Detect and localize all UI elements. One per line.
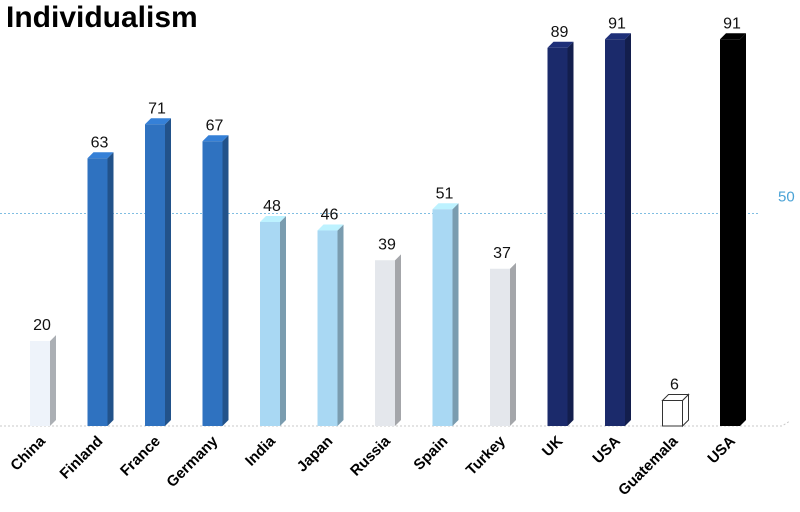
bar-germany-3 — [202, 135, 229, 426]
bar-value-label: 91 — [608, 15, 626, 32]
category-label: Spain — [410, 433, 451, 474]
bar-front — [202, 141, 223, 426]
bar-side — [222, 135, 229, 426]
bar-top — [490, 262, 516, 269]
bar-top — [202, 135, 229, 142]
bar-value-label: 6 — [670, 377, 679, 394]
category-label: France — [117, 433, 164, 480]
bar-top — [317, 224, 344, 231]
bar-value-label: 67 — [206, 117, 224, 134]
reference-line-label: 50 — [778, 189, 795, 206]
bar-uk-9 — [547, 41, 574, 426]
bar-side — [280, 216, 286, 426]
bar-top — [432, 203, 459, 210]
bar-front — [145, 124, 165, 426]
category-label: Guatemala — [615, 432, 682, 499]
bar-value-label: 46 — [321, 207, 339, 224]
category-label: USA — [704, 433, 739, 468]
category-label: China — [7, 432, 49, 474]
bar-top — [720, 33, 746, 40]
bar-side — [740, 33, 746, 426]
bar-value-label: 37 — [493, 245, 511, 262]
bar-side — [50, 335, 56, 426]
bar-china-0 — [30, 335, 56, 426]
bar-value-label: 20 — [33, 317, 51, 334]
bar-front — [317, 230, 338, 426]
category-label: USA — [589, 433, 624, 468]
category-label: Turkey — [463, 432, 509, 478]
category-label: Japan — [294, 433, 337, 476]
bar-value-label: 71 — [148, 100, 166, 117]
bar-side — [510, 262, 516, 426]
bar-russia-6 — [375, 254, 401, 426]
bar-side — [165, 118, 171, 426]
bar-side — [452, 203, 459, 426]
bar-front — [547, 47, 568, 426]
bar-side — [107, 152, 114, 426]
bar-guatemala-11 — [661, 393, 690, 428]
bar-front — [662, 400, 683, 427]
bar-front — [375, 260, 395, 426]
bar-front — [490, 268, 510, 426]
bar-top — [375, 254, 401, 261]
bar-side — [625, 33, 631, 426]
bar-value-label: 91 — [723, 15, 741, 32]
bar-usa-12 — [720, 33, 746, 426]
bar-front — [87, 158, 108, 426]
bar-turkey-8 — [490, 262, 516, 426]
bar-side — [395, 254, 401, 426]
bar-france-2 — [145, 118, 171, 426]
bar-side — [337, 224, 344, 426]
bar-top — [260, 216, 286, 222]
bar-front — [30, 341, 50, 426]
category-label: Germany — [163, 432, 221, 490]
bar-usa-10 — [605, 33, 631, 426]
bar-value-label: 51 — [436, 185, 454, 202]
bar-value-label: 63 — [91, 134, 109, 151]
bar-top — [605, 33, 631, 40]
chart-title: Individualism — [6, 1, 198, 34]
bar-value-label: 39 — [378, 236, 396, 253]
category-label: India — [242, 432, 279, 469]
bar-japan-5 — [317, 224, 344, 426]
category-label: UK — [539, 433, 566, 460]
bar-top — [30, 335, 56, 341]
category-label: Finland — [57, 433, 107, 483]
bar-front — [720, 39, 740, 426]
bar-finland-1 — [87, 152, 114, 426]
category-label: Russia — [347, 432, 394, 479]
bar-side — [567, 41, 574, 426]
bar-top — [87, 152, 114, 159]
bar-top — [145, 118, 171, 125]
bar-front — [432, 209, 453, 426]
bar-value-label: 48 — [263, 198, 281, 215]
bar-spain-7 — [432, 203, 459, 426]
bar-front — [260, 222, 280, 426]
bar-top — [547, 41, 574, 48]
bar-value-label: 89 — [551, 24, 569, 41]
bar-india-4 — [260, 216, 286, 426]
bar-front — [605, 39, 625, 426]
